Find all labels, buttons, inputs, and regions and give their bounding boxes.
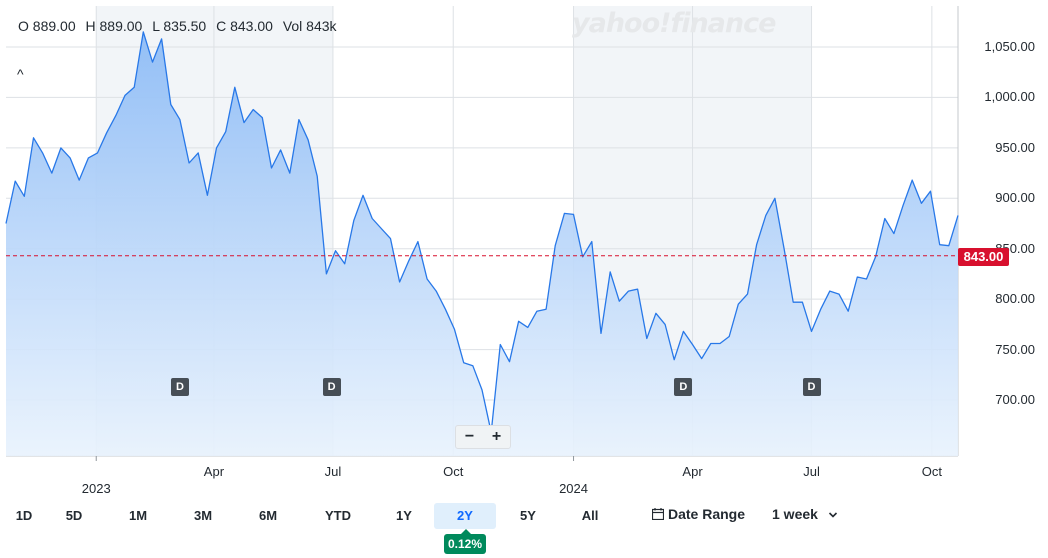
x-tick-label: Oct [443,464,464,479]
x-tick-label: Jul [324,464,342,479]
close-value: C 843.00 [216,18,273,34]
last-price-tag: 843.00 [958,248,1009,266]
open-value: O 889.00 [18,18,76,34]
y-tick-label: 700.00 [995,392,1035,407]
x-year-label: 2024 [559,481,588,496]
range-button-1d[interactable]: 1D [15,508,33,523]
y-tick-label: 900.00 [995,190,1035,206]
change-percent-badge: 0.12% [444,529,486,554]
volume-value: Vol 843k [282,18,337,34]
low-value: L 835.50 [152,18,207,34]
dividend-marker[interactable]: D [674,378,693,396]
calendar-icon [651,508,665,521]
zoom-in-button[interactable]: + [491,428,502,445]
range-button-5y[interactable]: 5Y [520,508,536,523]
x-tick-label: Apr [682,464,703,479]
dividend-marker[interactable]: D [170,378,189,396]
range-button-6m[interactable]: 6M [258,508,278,523]
collapse-chevron-icon[interactable]: ^ [17,66,24,82]
interval-label: 1 week [772,506,818,522]
range-button-ytd[interactable]: YTD [325,508,351,523]
y-tick-label: 1,000.00 [984,89,1035,105]
y-tick-label: 750.00 [995,341,1035,357]
zoom-out-button[interactable]: − [464,428,475,445]
high-value: H 889.00 [85,18,143,34]
price-line [5,31,959,433]
date-range-button[interactable]: Date Range [651,506,746,522]
yahoo-finance-watermark: yahoo!finance [572,8,776,39]
range-button-2y[interactable]: 2Y [434,503,496,529]
dividend-marker[interactable]: D [322,378,341,396]
dividend-marker[interactable]: D [802,378,821,396]
x-year-label: 2023 [81,481,111,496]
date-range-label: Date Range [668,506,746,522]
range-button-1y[interactable]: 1Y [396,508,412,523]
price-area [6,31,958,457]
y-tick-label: 1,050.00 [984,38,1035,54]
range-button-3m[interactable]: 3M [193,508,213,523]
range-button-5d[interactable]: 5D [65,508,83,523]
x-tick-label: Apr [203,464,225,479]
interval-dropdown[interactable]: 1 week [772,506,838,522]
zoom-control: − + [455,425,511,449]
x-tick-label: Jul [803,464,820,479]
ohlc-readout: O 889.00 H 889.00 L 835.50 C 843.00 Vol … [18,18,343,34]
chevron-down-icon [828,512,837,518]
y-tick-label: 950.00 [995,139,1035,155]
y-tick-label: 800.00 [995,291,1035,307]
range-button-1m[interactable]: 1M [128,508,148,523]
range-button-all[interactable]: All [581,508,599,523]
x-tick-label: Oct [921,464,942,479]
